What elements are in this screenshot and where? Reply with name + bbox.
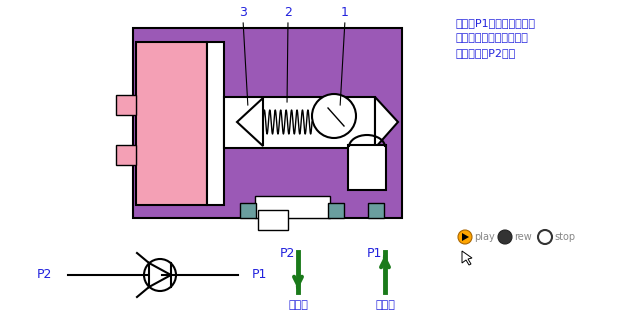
- Text: 流体从P1流入时，克服弹
簧力推动阀芯，使通道接
通，流体从P2流出: 流体从P1流入时，克服弹 簧力推动阀芯，使通道接 通，流体从P2流出: [455, 18, 535, 58]
- Bar: [328, 203, 344, 218]
- Bar: [255, 196, 330, 218]
- Bar: [368, 203, 384, 218]
- Bar: [258, 210, 288, 230]
- Text: 2: 2: [284, 6, 292, 18]
- Text: P2: P2: [280, 247, 295, 260]
- Bar: [224, 97, 375, 148]
- Text: P1: P1: [252, 268, 268, 282]
- Polygon shape: [462, 251, 472, 265]
- Text: 3: 3: [239, 6, 247, 18]
- Circle shape: [538, 230, 552, 244]
- Text: 进油口: 进油口: [375, 300, 395, 310]
- Bar: [348, 145, 386, 190]
- Bar: [207, 42, 224, 205]
- Polygon shape: [237, 98, 263, 146]
- Text: P2: P2: [36, 268, 52, 282]
- Circle shape: [498, 230, 512, 244]
- Text: 出油口: 出油口: [288, 300, 308, 310]
- Text: rew: rew: [514, 232, 532, 242]
- Bar: [207, 162, 224, 176]
- Circle shape: [144, 259, 176, 291]
- Bar: [133, 28, 402, 218]
- Polygon shape: [462, 233, 469, 241]
- Bar: [240, 203, 256, 218]
- Polygon shape: [375, 97, 398, 148]
- Text: 1: 1: [341, 6, 349, 18]
- Bar: [116, 95, 136, 115]
- Text: play: play: [474, 232, 495, 242]
- Bar: [136, 42, 207, 205]
- Bar: [207, 83, 224, 97]
- Bar: [116, 145, 136, 165]
- Text: P1: P1: [367, 247, 382, 260]
- Circle shape: [458, 230, 472, 244]
- Text: stop: stop: [554, 232, 575, 242]
- Circle shape: [312, 94, 356, 138]
